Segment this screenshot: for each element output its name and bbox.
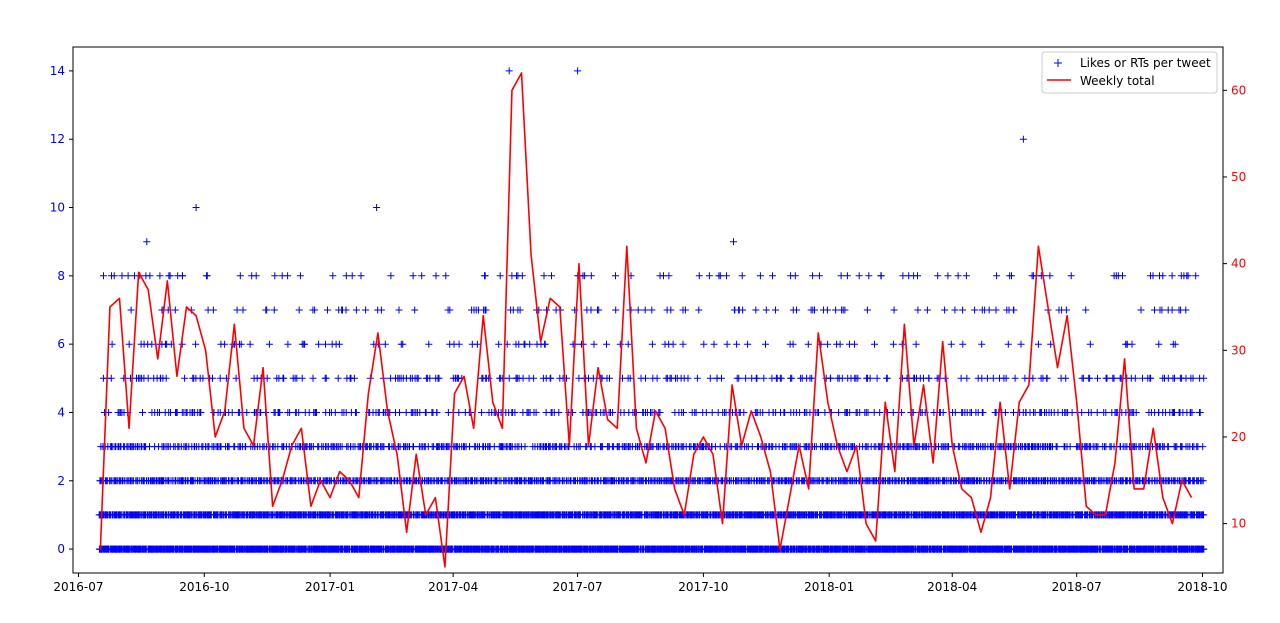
- scatter-point: [125, 340, 133, 348]
- scatter-point: [108, 340, 116, 348]
- scatter-point: [156, 272, 164, 280]
- scatter-point: [162, 374, 170, 382]
- scatter-point: [118, 272, 126, 280]
- scatter-point: [322, 374, 330, 382]
- scatter-point: [127, 306, 135, 314]
- scatter-point: [315, 340, 323, 348]
- scatter-point: [228, 409, 236, 416]
- scatter-point: [148, 340, 156, 348]
- scatter-point: [221, 340, 229, 348]
- scatter-point: [124, 272, 132, 280]
- scatter-point: [342, 306, 350, 314]
- scatter-point: [295, 306, 303, 314]
- scatter-point: [284, 340, 292, 348]
- scatter-point: [309, 374, 317, 382]
- scatter-point: [324, 306, 331, 314]
- scatter-point: [139, 409, 146, 416]
- scatter-point: [335, 340, 343, 348]
- scatter-point: [296, 272, 304, 280]
- scatter-point: [334, 374, 342, 382]
- scatter-point: [263, 306, 271, 314]
- scatter-point: [357, 272, 365, 280]
- scatter-point: [301, 340, 309, 348]
- scatter-point: [192, 340, 200, 348]
- scatter-point: [352, 306, 360, 314]
- scatter-point: [236, 272, 244, 280]
- scatter-point: [110, 272, 118, 280]
- scatter-point: [342, 272, 350, 280]
- scatter-point: [237, 340, 245, 348]
- scatter-point: [348, 272, 356, 280]
- scatter-point: [232, 374, 240, 382]
- scatter-point: [362, 306, 370, 314]
- scatter-point: [171, 306, 179, 314]
- scatter-point: [286, 409, 294, 416]
- scatter-point: [298, 374, 306, 382]
- scatter-point: [276, 409, 284, 416]
- scatter-point: [284, 272, 292, 280]
- scatter-point: [271, 272, 279, 280]
- scatter-point: [209, 306, 217, 314]
- scatter-point: [295, 409, 303, 416]
- scatter-point: [352, 409, 360, 416]
- scatter-point: [181, 374, 189, 382]
- scatter-point: [280, 374, 288, 382]
- scatter-point: [216, 374, 224, 382]
- scatter-point: [322, 340, 329, 348]
- scatter-point: [243, 409, 251, 416]
- scatter-point: [270, 306, 278, 314]
- scatter-point: [329, 272, 337, 280]
- scatter-point: [146, 272, 154, 280]
- scatter-point: [311, 306, 319, 314]
- scatter-point: [350, 374, 358, 382]
- scatter-point: [100, 272, 107, 280]
- scatter-point: [265, 340, 273, 348]
- scatter-point: [263, 374, 271, 382]
- scatter-point: [239, 306, 247, 314]
- scatter-point: [203, 272, 211, 280]
- scatter-point: [246, 340, 254, 348]
